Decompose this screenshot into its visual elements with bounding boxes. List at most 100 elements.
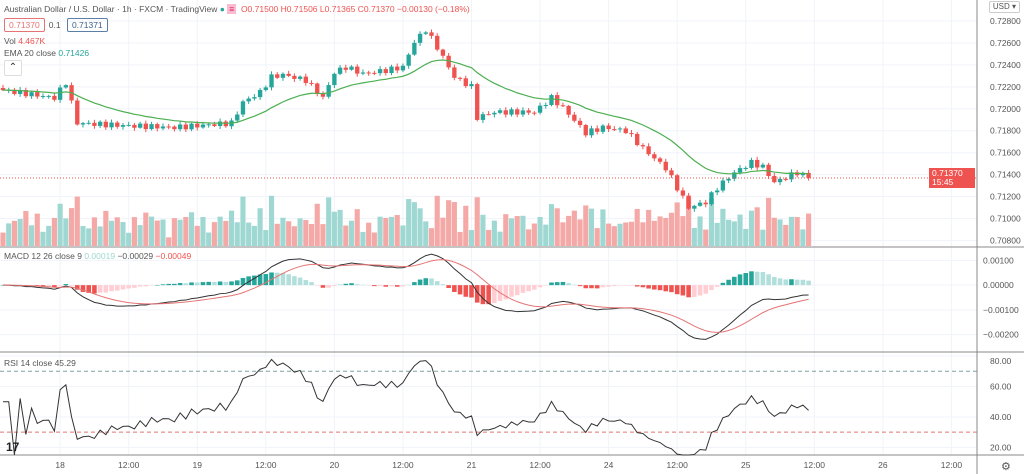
volume-bar [286,221,292,246]
ohlc-low: L0.71365 [319,4,356,14]
candle-body [537,105,543,113]
volume-bar [423,221,429,246]
volume-bar [526,229,532,246]
macd-histogram-bar [737,274,743,286]
macd-histogram-bar [537,285,543,288]
gear-icon[interactable]: ⚙ [1001,461,1011,473]
sell-button[interactable]: 0.71370 [4,18,45,32]
candle-body [63,85,69,88]
menu-icon[interactable]: ≡ [227,4,237,14]
candle-body [663,161,668,171]
volume-bar [343,225,349,246]
volume-bar [531,223,537,246]
x-tick-label: 12:00 [255,460,277,470]
candle-body [635,133,640,146]
rsi-tick-label: 20.00 [990,442,1012,452]
volume-bar [543,224,549,246]
macd-histogram-bar [446,285,451,289]
macd-histogram-bar [189,282,194,286]
macd-signal-value: −0.00049 [155,251,192,261]
candle-body [23,90,29,97]
macd-histogram-bar [794,279,800,286]
ohlc-high: H0.71506 [280,4,318,14]
volume-bar [143,212,149,246]
candle-body [417,33,423,43]
candle-body [97,121,103,126]
candle-body [109,122,114,128]
candle-body [766,164,771,177]
currency-dropdown[interactable]: USD ▾ [988,1,1020,13]
candle-body [0,87,6,91]
macd-histogram-bar [680,285,686,296]
volume-bar [697,216,703,246]
candle-body [57,87,63,100]
macd-histogram-bar [314,285,320,286]
x-tick-label: 19 [193,460,203,470]
volume-bar [0,232,6,246]
volume-bar [571,210,577,246]
candle-body [749,159,754,168]
macd-histogram-bar [280,272,286,286]
candle-body [172,126,177,130]
volume-bar [86,228,92,246]
candle-body [515,109,520,115]
candle-body [395,66,400,71]
macd-histogram-bar [789,279,794,286]
macd-histogram-bar [234,280,240,286]
candle-body [355,66,360,74]
candle-body [132,124,137,128]
x-tick-label: 25 [741,460,751,470]
macd-histogram-bar [177,283,183,286]
candle-body [292,75,297,79]
chevron-up-icon[interactable]: ⌃ [4,60,22,76]
macd-histogram-bar [69,285,74,286]
macd-histogram-bar [720,282,726,286]
macd-histogram-bar [777,278,783,286]
candle-body [497,110,503,113]
price-tick-label: 0.72400 [990,60,1021,70]
candle-body [612,129,617,131]
volume-bar [611,226,617,246]
macd-histogram-bar [286,274,291,286]
candle-body [366,72,371,74]
volume-bar [440,217,446,246]
volume-bar [731,221,737,246]
candle-body [80,123,86,125]
volume-bar [314,203,320,246]
x-tick-label: 12:00 [941,460,963,470]
macd-histogram-bar [126,285,131,289]
ohlc-close: C0.71370 [357,4,395,14]
candle-body [532,112,537,114]
candle-body [149,124,154,130]
candle-body [280,73,286,78]
macd-histogram-bar [377,285,383,287]
volume-bar [514,216,520,246]
candle-body [520,110,526,115]
macd-histogram-bar [577,285,583,287]
macd-histogram-bar [406,284,411,286]
volume-bar [337,209,343,246]
macd-histogram-bar [80,285,86,292]
macd-histogram-bar [349,283,354,286]
volume-bar [326,197,332,246]
x-tick-label: 18 [55,460,65,470]
macd-histogram-bar [269,272,274,286]
volume-bar [600,209,606,246]
candle-body [640,145,646,147]
volume-bar [771,217,777,246]
volume-bar [623,222,629,246]
candle-body [275,74,280,78]
macd-histogram-bar [457,285,463,295]
macd-histogram-bar [760,272,766,286]
macd-histogram-bar [549,282,554,286]
macd-histogram-bar [520,285,526,293]
buy-button[interactable]: 0.71371 [66,18,108,32]
macd-histogram-bar [492,285,497,304]
volume-bar [497,231,503,246]
volume-bar [28,225,35,246]
volume-bar [508,218,515,246]
macd-histogram-bar [389,285,394,287]
volume-bar [177,219,183,246]
volume-bar [23,210,29,246]
